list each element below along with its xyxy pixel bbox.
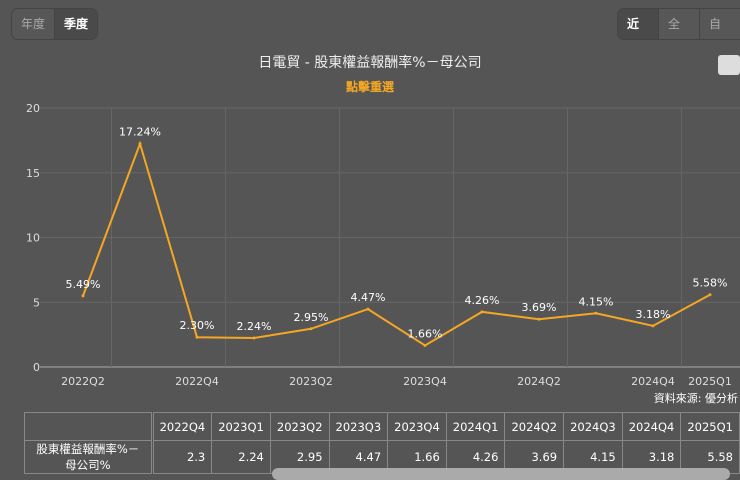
range-toggle: 近期 全部 自訂 [617,8,740,40]
data-label: 3.18% [636,308,671,321]
data-label: 4.47% [351,291,386,304]
recent-button[interactable]: 近期 [618,9,658,39]
column-header: 2023Q4 [387,412,447,441]
x-tick-label: 2023Q4 [403,375,447,388]
column-header: 2025Q1 [680,412,740,441]
y-tick-label: 15 [26,167,40,180]
column-header: 2024Q1 [445,412,506,441]
x-tick-label: 2025Q1 [688,375,732,388]
data-label: 5.58% [693,277,728,290]
data-label: 2.24% [237,320,272,333]
corner-cell [24,412,154,441]
custom-button[interactable]: 自訂 [699,9,740,39]
horizontal-scrollbar[interactable] [272,468,730,480]
data-point [366,307,370,311]
data-point [81,294,85,298]
data-table: 2022Q4 2023Q1 2023Q2 2023Q3 2023Q4 2024Q1 2024… [24,412,740,474]
data-point [195,335,199,339]
y-tick-label: 20 [26,102,40,115]
data-point [708,293,712,297]
data-label: 4.26% [465,294,500,307]
reset-zoom-link[interactable]: 點擊重選 [345,80,394,94]
x-tick-label: 2022Q4 [175,375,219,388]
x-tick-label: 2024Q4 [631,375,675,388]
data-point [537,317,541,321]
data-label: 2.95% [294,311,329,324]
column-header: 2024Q3 [563,412,623,441]
data-label: 17.24% [119,126,161,139]
all-button[interactable]: 全部 [658,9,699,39]
data-point [594,311,598,315]
data-label: 1.66% [408,328,443,341]
data-point [651,324,655,328]
series-line [82,140,711,347]
menu-icon[interactable] [718,55,740,75]
data-label: 5.49% [66,278,101,291]
row-label: 股東權益報酬率%－母公司% [24,440,154,474]
x-tick-label: 2023Q2 [289,375,333,388]
data-label: 3.69% [522,301,557,314]
x-tick-label: 2022Q2 [61,375,105,388]
y-tick-label: 10 [26,232,40,245]
data-point [138,142,142,146]
data-point [309,327,313,331]
y-tick-label: 5 [33,296,40,309]
quarterly-button[interactable]: 季度 [54,9,98,39]
period-toggle: 年度 季度 [11,8,99,40]
column-header: 2023Q1 [211,412,271,441]
column-header: 2024Q4 [621,412,682,441]
column-header: 2022Q4 [151,412,213,441]
data-point [252,336,256,340]
column-header: 2023Q3 [328,412,389,441]
data-label: 2.30% [180,319,215,332]
data-point [480,310,484,314]
data-point [423,344,427,348]
line-chart: 0 5 10 15 20 2022Q2 2022Q4 2023Q2 2023Q4 2024Q2 20… [26,102,740,388]
x-tick-label: 2024Q2 [517,375,561,388]
annual-button[interactable]: 年度 [12,9,55,39]
chart-title: 日電貿 - 股東權益報酬率%－母公司 [258,55,482,71]
column-header: 2023Q2 [269,412,330,441]
table-cell: 2.3 [151,440,213,474]
table-cell: 2.24 [211,440,271,474]
column-header: 2024Q2 [504,412,565,441]
y-tick-label: 0 [33,361,40,374]
data-label: 4.15% [579,295,614,308]
source-label: 資料來源: 優分析 [653,392,738,405]
